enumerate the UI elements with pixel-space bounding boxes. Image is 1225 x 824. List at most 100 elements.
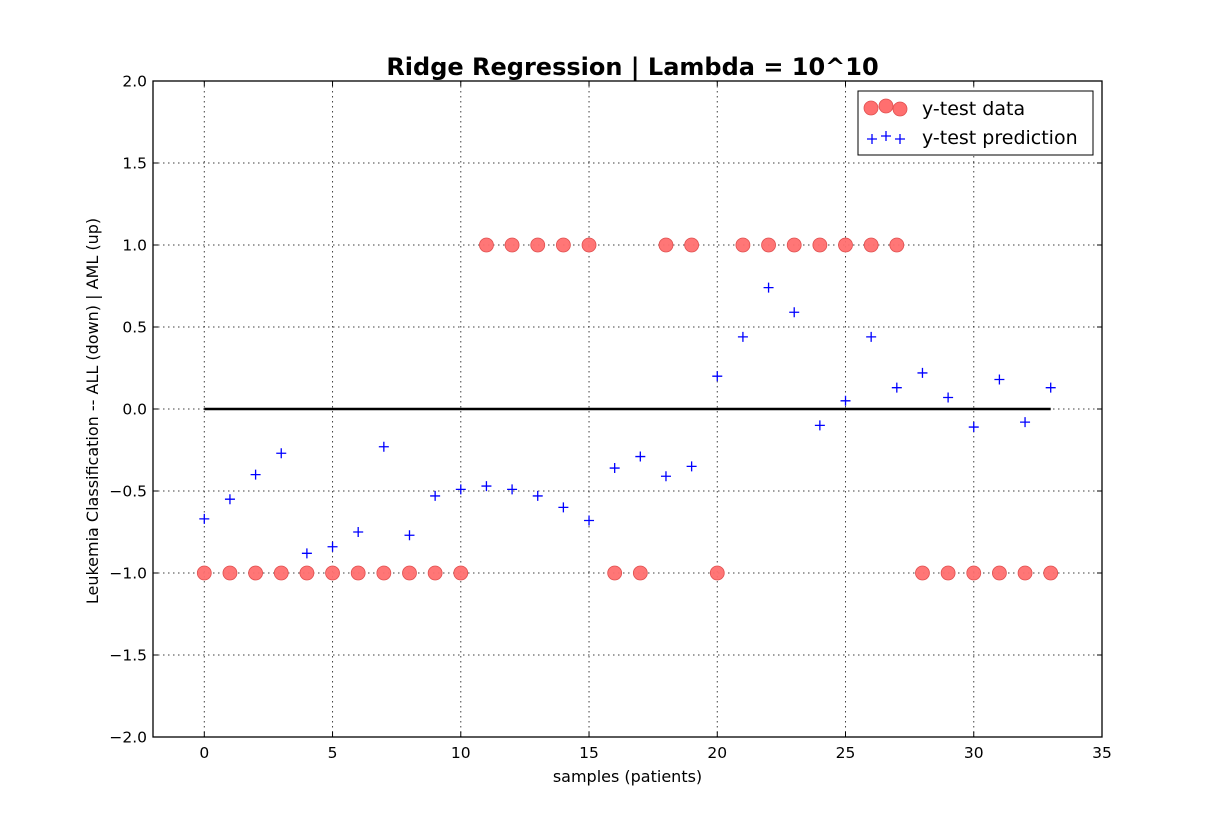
y-test-prediction-point <box>789 307 800 318</box>
y-tick-label: 1.0 <box>122 237 147 255</box>
legend-marker-plus <box>867 131 905 144</box>
legend-plus-marker <box>881 131 891 141</box>
y-test-prediction-point <box>532 490 543 501</box>
y-test-prediction-point <box>943 392 954 403</box>
y-test-data-point <box>735 237 751 253</box>
y-test-prediction-point <box>814 420 825 431</box>
y-test-data-point <box>530 237 546 253</box>
data-points <box>196 237 1059 581</box>
x-tick-label: 10 <box>451 744 471 762</box>
x-tick-label: 15 <box>579 744 599 762</box>
legend-plus-marker <box>867 134 877 144</box>
y-tick-label: 0.0 <box>122 401 147 419</box>
y-test-prediction-point <box>224 494 235 505</box>
y-test-prediction-point <box>840 395 851 406</box>
y-test-data-point <box>248 565 263 581</box>
y-test-data-point <box>838 237 853 253</box>
y-test-prediction-point <box>327 541 338 552</box>
y-test-data-point <box>581 237 597 253</box>
y-test-prediction-point <box>558 502 569 513</box>
y-test-prediction-point <box>301 548 312 559</box>
y-test-data-point <box>992 565 1007 581</box>
legend-plus-marker <box>895 134 905 144</box>
y-test-data-point <box>222 565 238 581</box>
y-test-prediction-point <box>891 382 902 393</box>
y-test-prediction-point <box>660 471 671 482</box>
y-tick-label: 0.5 <box>122 319 147 337</box>
y-tick-label: −0.5 <box>109 483 147 501</box>
y-test-prediction-point <box>609 463 620 474</box>
y-test-prediction-point <box>712 371 723 382</box>
y-tick-label: −2.0 <box>109 729 147 747</box>
y-test-prediction-point <box>737 331 748 342</box>
y-test-prediction-point <box>404 530 415 541</box>
axis-ticks: 0 5 10 15 20 25 30 35 2.0 1.5 1.0 0.5 0.0 −0.5 −1.0 −1.… <box>109 73 1112 763</box>
y-test-data-point <box>350 565 366 581</box>
x-tick-label: 5 <box>328 744 338 762</box>
y-test-prediction-point <box>635 451 646 462</box>
y-test-data-point <box>709 565 725 581</box>
y-test-data-point <box>1017 565 1033 581</box>
y-test-data-point <box>786 237 802 253</box>
y-test-data-point <box>940 565 956 581</box>
y-test-data-point <box>684 237 700 253</box>
y-test-data-point <box>196 565 212 581</box>
y-test-prediction-point <box>866 331 877 342</box>
y-test-data-point <box>504 237 520 253</box>
y-test-prediction-point <box>199 513 210 524</box>
y-test-prediction-point <box>686 461 697 472</box>
y-test-data-point <box>555 237 571 253</box>
x-axis-label: samples (patients) <box>553 767 702 786</box>
y-test-data-point <box>479 237 494 253</box>
y-test-data-point <box>632 565 648 581</box>
x-tick-label: 35 <box>1092 744 1112 762</box>
y-test-prediction-point <box>353 527 364 537</box>
y-test-data-point <box>427 565 443 581</box>
legend: y-test data y-test prediction <box>857 90 1094 156</box>
y-test-data-point <box>376 565 392 581</box>
y-test-prediction-point <box>378 441 389 452</box>
y-test-prediction-point <box>455 484 466 495</box>
y-test-data-point <box>607 565 623 581</box>
y-test-data-point <box>863 237 879 253</box>
y-test-data-point <box>273 565 289 581</box>
legend-marker-circles <box>863 98 908 117</box>
y-tick-label: 1.5 <box>122 155 147 173</box>
x-tick-label: 0 <box>199 744 209 762</box>
y-tick-label: −1.5 <box>109 647 147 665</box>
legend-label-y-test-prediction: y-test prediction <box>922 127 1078 149</box>
y-test-prediction-point <box>507 484 518 495</box>
chart-title: Ridge Regression | Lambda = 10^10 <box>386 53 878 81</box>
x-tick-label: 25 <box>836 744 856 762</box>
legend-box <box>857 90 1094 156</box>
y-test-prediction-point <box>481 481 492 492</box>
y-test-data-point <box>299 565 315 581</box>
y-test-data-point <box>812 237 828 253</box>
y-test-data-point <box>453 565 469 581</box>
y-test-prediction-point <box>250 469 261 480</box>
y-test-prediction-point <box>276 448 287 459</box>
x-tick-label: 20 <box>707 744 727 762</box>
y-test-prediction-point <box>763 282 774 293</box>
y-test-data-point <box>761 237 776 253</box>
y-test-data-point <box>325 565 340 581</box>
y-tick-label: −1.0 <box>109 565 147 583</box>
y-axis-label: Leukemia Classification -- ALL (down) | … <box>83 218 102 604</box>
y-tick-label: 2.0 <box>122 73 147 91</box>
y-test-data-point <box>889 237 905 253</box>
y-test-prediction-point <box>917 367 928 378</box>
y-test-prediction-point <box>968 422 979 433</box>
y-test-data-point <box>1043 565 1059 581</box>
y-test-data-point <box>966 565 982 581</box>
legend-circle-marker <box>892 101 908 117</box>
x-tick-label: 30 <box>964 744 984 762</box>
y-test-prediction-point <box>1045 382 1056 393</box>
y-test-prediction-point <box>1020 417 1031 428</box>
y-test-prediction-point <box>584 515 595 526</box>
y-test-prediction-point <box>430 490 441 501</box>
y-test-prediction-point <box>994 374 1005 385</box>
y-test-data-point <box>402 565 417 581</box>
y-test-data-point <box>658 237 674 253</box>
